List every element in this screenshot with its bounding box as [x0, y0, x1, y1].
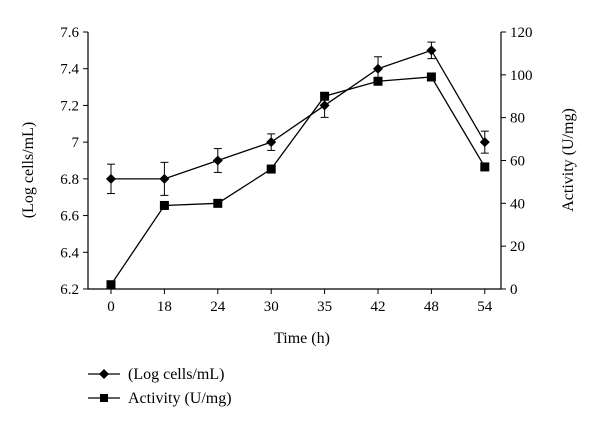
- x-tick-label: 24: [210, 299, 226, 315]
- data-point-square: [320, 91, 330, 101]
- legend-square-icon: [100, 394, 108, 402]
- y-left-tick-label: 6.4: [60, 245, 79, 261]
- y-left-tick-label: 6.6: [60, 209, 79, 225]
- y-right-tick-label: 20: [510, 239, 525, 255]
- data-point-diamond: [266, 137, 277, 148]
- data-point-square: [213, 198, 223, 208]
- axes: 6.2 6.4 6.6 6.8 7 7.2 7.4 7.6 0 20 40 60 80 100 120 0 18…: [60, 25, 532, 315]
- data-point-diamond: [212, 155, 223, 166]
- data-point-diamond: [426, 45, 437, 56]
- legend-diamond-icon: [99, 369, 109, 379]
- y-axis-right-title: Activity (U/mg): [560, 108, 577, 212]
- x-tick-label: 35: [317, 299, 332, 315]
- x-tick-label: 30: [264, 299, 279, 315]
- series-layer: [106, 41, 490, 290]
- y-left-tick-label: 7.2: [60, 98, 79, 114]
- y-right-tick-label: 60: [510, 154, 525, 170]
- legend: (Log cells/mL) Activity (U/mg): [88, 366, 232, 407]
- x-tick-label: 48: [424, 299, 439, 315]
- data-point-diamond: [106, 173, 116, 184]
- y-right-tick-label: 40: [510, 196, 525, 212]
- y-right-tick-label: 0: [510, 282, 518, 298]
- y-left-tick-label: 7.6: [60, 25, 79, 41]
- series-line-activity: [110, 76, 486, 286]
- x-axis-title: Time (h): [274, 330, 330, 347]
- data-point-square: [266, 164, 276, 174]
- legend-label-log-cells: (Log cells/mL): [128, 366, 224, 383]
- legend-label-activity: Activity (U/mg): [128, 390, 232, 407]
- y-right-tick-label: 80: [510, 111, 525, 127]
- y-left-tick-label: 6.8: [60, 172, 79, 188]
- y-left-tick-label: 7: [72, 135, 80, 151]
- data-point-diamond: [373, 63, 383, 74]
- data-point-diamond: [479, 137, 490, 148]
- y-axis-left-title: (Log cells/mL): [20, 122, 37, 218]
- data-point-diamond: [319, 100, 330, 111]
- y-left-tick-label: 6.2: [60, 282, 79, 298]
- x-tick-label: 18: [157, 299, 172, 315]
- data-point-diamond: [159, 173, 170, 184]
- data-point-square: [426, 72, 436, 82]
- y-right-tick-label: 120: [510, 25, 533, 41]
- x-tick-label: 54: [477, 299, 493, 315]
- data-point-square: [106, 280, 116, 290]
- y-right-tick-label: 100: [510, 68, 533, 84]
- x-tick-label: 0: [107, 299, 115, 315]
- data-point-square: [480, 162, 490, 172]
- data-point-square: [159, 200, 169, 210]
- series-line-log-cells: [111, 49, 486, 180]
- y-left-tick-label: 7.4: [60, 62, 79, 78]
- data-point-square: [373, 76, 383, 86]
- x-tick-label: 42: [371, 299, 386, 315]
